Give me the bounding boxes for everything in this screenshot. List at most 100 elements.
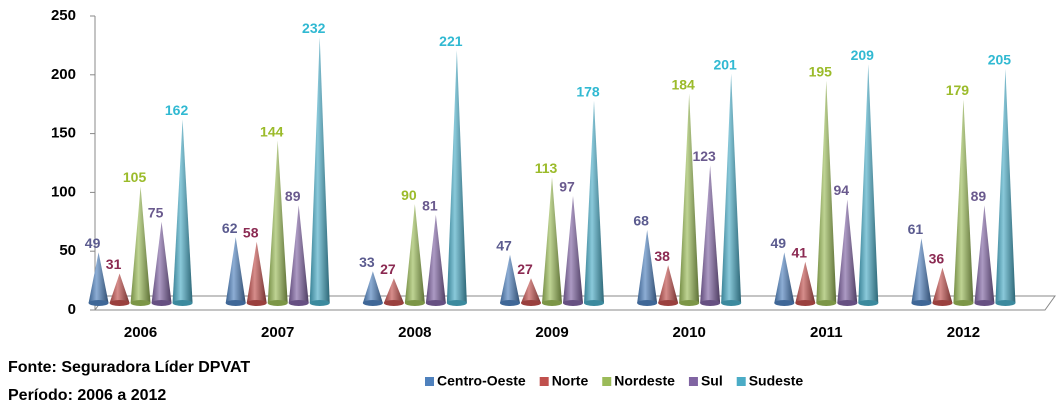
cone — [172, 119, 193, 303]
cone — [521, 278, 541, 303]
cone — [816, 80, 837, 304]
cone-base — [911, 300, 932, 306]
cone-base — [362, 300, 383, 306]
cone — [679, 93, 700, 303]
data-label: 123 — [692, 148, 716, 164]
cone — [795, 261, 816, 303]
cone-base — [88, 300, 109, 306]
legend-label: Nordeste — [614, 373, 675, 389]
data-label: 221 — [439, 33, 463, 49]
source-line: Fonte: Seguradora Líder DPVAT — [8, 359, 250, 376]
data-label: 36 — [929, 250, 945, 266]
cone-base — [974, 300, 995, 306]
cone — [362, 271, 383, 303]
data-label: 41 — [791, 244, 807, 260]
legend-swatch — [736, 377, 746, 386]
legend-swatch — [539, 377, 549, 386]
cone — [563, 195, 583, 303]
cone-base — [109, 300, 130, 306]
cone-base — [521, 300, 541, 306]
cone-base — [837, 300, 858, 306]
legend-swatch — [425, 377, 434, 386]
cone-base — [721, 300, 742, 306]
cone-base — [425, 300, 446, 306]
data-label: 49 — [770, 235, 786, 251]
data-label: 144 — [260, 123, 284, 139]
cone-base — [404, 300, 425, 306]
cone — [246, 241, 267, 303]
x-tick-label: 2007 — [261, 324, 294, 341]
data-label: 62 — [222, 220, 238, 236]
cone-base — [246, 300, 267, 306]
cone — [995, 68, 1016, 303]
cone — [974, 205, 995, 303]
cone-base — [151, 300, 172, 306]
cone-base — [700, 300, 721, 306]
cone — [383, 278, 404, 303]
legend-label: Sul — [701, 373, 723, 389]
cone — [932, 267, 953, 303]
cone-base — [658, 300, 679, 306]
data-label: 90 — [401, 187, 417, 203]
data-label: 89 — [285, 188, 301, 204]
cone — [700, 165, 721, 303]
cone-base — [953, 300, 974, 306]
cone-base — [383, 300, 404, 306]
y-tick-label: 50 — [59, 242, 76, 259]
cone — [858, 64, 879, 303]
cone — [721, 73, 742, 304]
cone-base — [679, 300, 700, 306]
data-label: 184 — [671, 76, 695, 92]
cone-base — [795, 300, 816, 306]
data-label: 27 — [517, 261, 533, 277]
cone — [130, 186, 151, 303]
data-label: 27 — [380, 261, 396, 277]
cone — [500, 254, 520, 303]
cone — [267, 140, 288, 303]
cone-base — [637, 300, 658, 306]
x-tick-label: 2010 — [672, 324, 705, 341]
data-label: 97 — [559, 179, 575, 195]
cone-base — [542, 300, 562, 306]
cone-base — [995, 300, 1016, 306]
data-label: 162 — [165, 102, 189, 118]
legend-swatch — [602, 377, 612, 386]
cone — [109, 273, 130, 303]
x-tick-label: 2008 — [398, 324, 431, 341]
x-tick-label: 2011 — [810, 324, 843, 341]
y-tick-label: 100 — [51, 183, 76, 200]
cone-base — [816, 300, 837, 306]
cone-base — [584, 300, 604, 306]
cone — [151, 221, 172, 303]
data-label: 61 — [908, 221, 924, 237]
data-label: 179 — [946, 82, 970, 98]
cone-base — [500, 300, 520, 306]
cone-base — [130, 300, 151, 306]
data-label: 31 — [106, 256, 122, 272]
data-label: 58 — [243, 224, 259, 240]
cone-base — [288, 300, 309, 306]
source-line: Período: 2006 a 2012 — [8, 387, 166, 404]
cone — [309, 37, 330, 303]
y-tick-label: 150 — [51, 125, 76, 142]
cone-base — [172, 300, 193, 306]
cone — [584, 100, 604, 303]
cone-base — [309, 300, 330, 306]
cone — [953, 99, 974, 303]
data-label: 81 — [422, 197, 438, 213]
legend-label: Centro-Oeste — [437, 373, 526, 389]
cone — [425, 214, 446, 303]
data-label: 209 — [851, 47, 875, 63]
data-label: 201 — [713, 56, 737, 72]
data-label: 232 — [302, 20, 326, 36]
y-tick-label: 200 — [51, 66, 76, 83]
cone — [774, 252, 795, 303]
legend-label: Norte — [552, 373, 589, 389]
data-label: 33 — [359, 254, 375, 270]
data-label: 205 — [988, 52, 1012, 68]
cone — [837, 199, 858, 303]
legend-label: Sudeste — [749, 373, 804, 389]
data-label: 89 — [971, 188, 987, 204]
data-label: 178 — [576, 83, 600, 99]
cone-base — [563, 300, 583, 306]
